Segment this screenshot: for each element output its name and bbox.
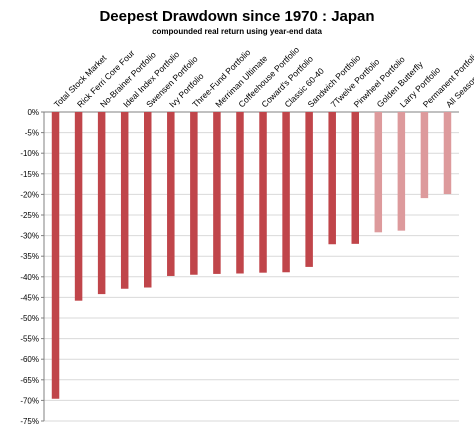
bar bbox=[282, 112, 290, 273]
bar bbox=[120, 112, 129, 289]
bar bbox=[259, 112, 267, 273]
y-tick-label: -45% bbox=[20, 293, 39, 302]
y-tick-label: -60% bbox=[20, 355, 39, 364]
bar bbox=[74, 112, 83, 301]
bar bbox=[144, 112, 152, 288]
bar bbox=[97, 112, 106, 295]
bars bbox=[51, 112, 452, 399]
y-tick-label: -30% bbox=[20, 232, 39, 241]
gridlines bbox=[44, 111, 459, 422]
bar bbox=[51, 112, 60, 399]
bar bbox=[190, 112, 198, 275]
bar bbox=[351, 112, 359, 244]
bar bbox=[167, 112, 175, 276]
y-tick-label: -70% bbox=[20, 396, 39, 405]
bar bbox=[305, 112, 313, 267]
bar bbox=[397, 112, 406, 231]
y-axis: 0% -5% -10% -15% -20% -25% -30% -35% -40% -45% -50… bbox=[20, 108, 459, 426]
y-tick-label: -20% bbox=[20, 190, 39, 199]
y-tick-label: -75% bbox=[20, 417, 39, 426]
y-tick-label: -25% bbox=[20, 211, 39, 220]
y-tick-label: -65% bbox=[20, 376, 39, 385]
chart-subtitle: compounded real return using year-end da… bbox=[152, 27, 322, 36]
y-tick-label: -50% bbox=[20, 314, 39, 323]
y-tick-label: -40% bbox=[20, 273, 39, 282]
y-tick-label: 0% bbox=[27, 108, 39, 117]
chart-title: Deepest Drawdown since 1970 : Japan bbox=[99, 8, 375, 25]
bar bbox=[443, 112, 452, 194]
y-tick-label: -35% bbox=[20, 252, 39, 261]
bar bbox=[236, 112, 244, 274]
bar bbox=[374, 112, 383, 233]
y-tick-label: -10% bbox=[20, 149, 39, 158]
y-tick-label: -15% bbox=[20, 170, 39, 179]
bar bbox=[420, 112, 429, 199]
y-tick-label: -55% bbox=[20, 335, 39, 344]
y-tick-label: -5% bbox=[25, 129, 39, 138]
bar bbox=[213, 112, 221, 274]
bar bbox=[328, 112, 336, 245]
